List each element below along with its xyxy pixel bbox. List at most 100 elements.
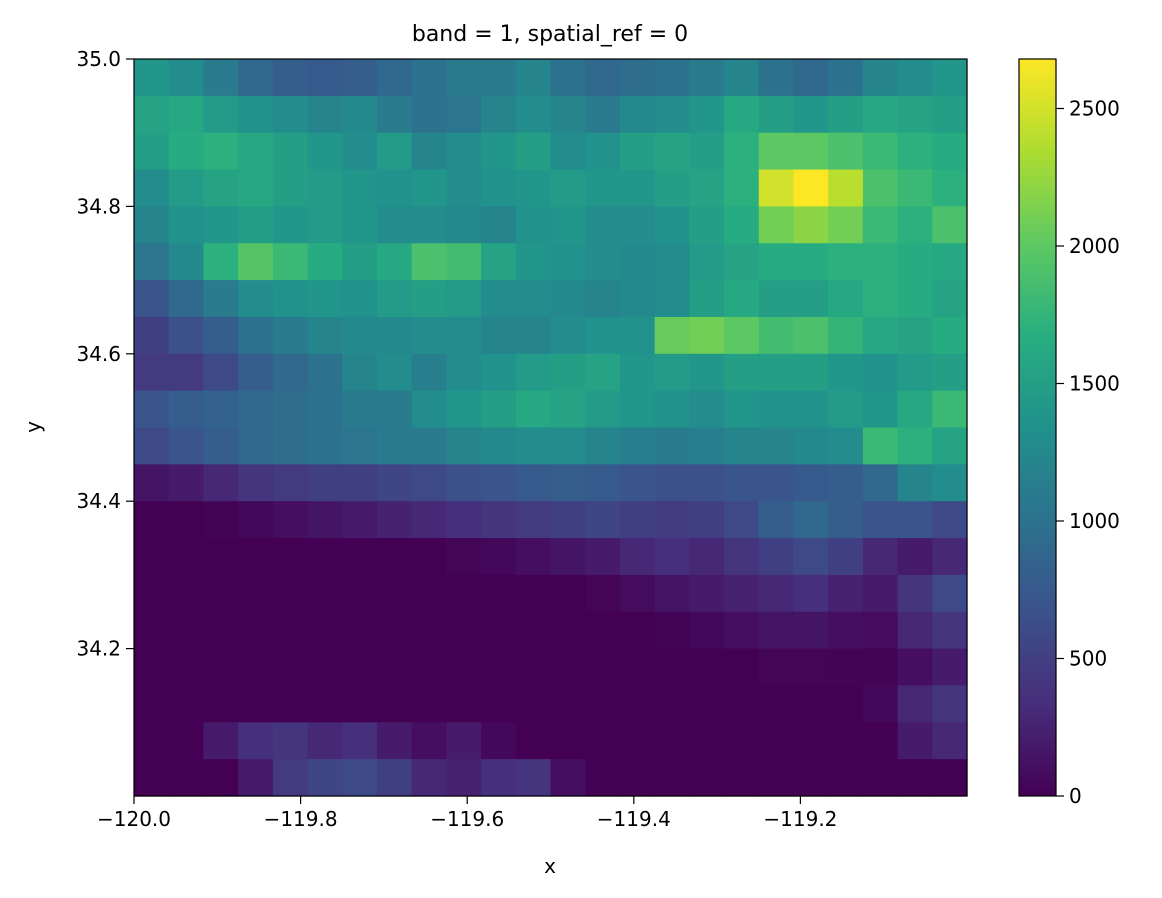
heatmap-cell	[342, 427, 378, 465]
heatmap-cell	[550, 501, 586, 539]
heatmap-cell	[793, 59, 829, 97]
heatmap-cell	[481, 95, 517, 134]
heatmap-cell	[238, 353, 274, 392]
heatmap-cell	[515, 427, 552, 465]
heatmap-cell	[619, 501, 656, 539]
heatmap-cell	[862, 538, 899, 576]
heatmap-cell	[689, 501, 725, 539]
heatmap-cell	[342, 243, 378, 281]
heatmap-cell	[654, 206, 690, 244]
heatmap-cell	[481, 427, 517, 465]
heatmap-cell	[272, 316, 309, 355]
heatmap-cell	[272, 169, 309, 207]
heatmap-cell	[203, 316, 239, 355]
heatmap-cell	[793, 353, 829, 392]
heatmap-cell	[897, 574, 933, 613]
heatmap-cell	[897, 390, 933, 429]
heatmap-cell	[203, 59, 239, 97]
heatmap-cell	[515, 759, 552, 797]
heatmap-cell	[654, 759, 690, 797]
heatmap-cell	[411, 648, 447, 687]
heatmap-cell	[481, 538, 517, 576]
heatmap-cell	[932, 243, 968, 281]
heatmap-cell	[724, 722, 760, 760]
heatmap-cell	[619, 390, 656, 429]
heatmap-cell	[481, 611, 517, 650]
heatmap-cell	[654, 464, 690, 502]
heatmap-cell	[897, 95, 933, 134]
heatmap-cell	[654, 169, 690, 207]
heatmap-cell	[238, 280, 274, 318]
colorbar-tick-label: 0	[1069, 784, 1082, 808]
heatmap-cell	[793, 95, 829, 134]
heatmap-cell	[376, 280, 413, 318]
chart-title: band = 1, spatial_ref = 0	[412, 22, 688, 47]
heatmap-cell	[376, 169, 413, 207]
heatmap-cell	[828, 759, 864, 797]
heatmap-cell	[446, 464, 482, 502]
heatmap-cell	[376, 427, 413, 465]
heatmap-cell	[585, 427, 621, 465]
heatmap-cell	[411, 280, 447, 318]
heatmap-cell	[689, 648, 725, 687]
heatmap-cell	[446, 648, 482, 687]
heatmap-cell	[619, 280, 656, 318]
heatmap-cell	[411, 132, 447, 171]
heatmap-cell	[515, 611, 552, 650]
heatmap-cell	[515, 501, 552, 539]
heatmap-cell	[689, 722, 725, 760]
heatmap-cell	[758, 243, 795, 281]
heatmap-cell	[272, 353, 309, 392]
heatmap-cell	[168, 538, 205, 576]
heatmap-cell	[272, 206, 309, 244]
heatmap-cell	[689, 316, 725, 355]
heatmap-cell	[828, 501, 864, 539]
heatmap-cell	[550, 538, 586, 576]
heatmap-cell	[515, 538, 552, 576]
heatmap-cell	[272, 390, 309, 429]
heatmap-cell	[168, 685, 205, 723]
heatmap-cell	[897, 132, 933, 171]
heatmap-cell	[654, 685, 690, 723]
heatmap-cell	[758, 501, 795, 539]
heatmap-cell	[342, 611, 378, 650]
heatmap-cell	[134, 132, 170, 171]
heatmap-cell	[342, 206, 378, 244]
heatmap-cell	[238, 169, 274, 207]
heatmap-cell	[724, 206, 760, 244]
heatmap-cell	[446, 59, 482, 97]
heatmap-cell	[203, 95, 239, 134]
heatmap-cell	[758, 759, 795, 797]
heatmap-cell	[134, 501, 170, 539]
heatmap-cell	[134, 316, 170, 355]
heatmap-cell	[238, 59, 274, 97]
heatmap-cell	[689, 353, 725, 392]
heatmap-cell	[203, 390, 239, 429]
heatmap-cell	[134, 759, 170, 797]
heatmap-cell	[446, 538, 482, 576]
heatmap-cell	[758, 206, 795, 244]
heatmap-cell	[828, 59, 864, 97]
colorbar-tick-label: 2000	[1069, 234, 1120, 258]
heatmap-cell	[446, 390, 482, 429]
heatmap-cell	[619, 95, 656, 134]
heatmap-cell	[654, 243, 690, 281]
heatmap-cell	[238, 206, 274, 244]
heatmap-cell	[758, 611, 795, 650]
heatmap-cell	[689, 169, 725, 207]
heatmap-cell	[376, 501, 413, 539]
heatmap-cell	[307, 206, 343, 244]
heatmap-cell	[550, 316, 586, 355]
heatmap-cell	[376, 611, 413, 650]
heatmap-cell	[897, 59, 933, 97]
heatmap-cell	[515, 280, 552, 318]
heatmap-cell	[689, 280, 725, 318]
heatmap-cell	[550, 574, 586, 613]
heatmap-cell	[342, 648, 378, 687]
heatmap-cell	[272, 464, 309, 502]
heatmap-cell	[619, 648, 656, 687]
heatmap-cell	[203, 538, 239, 576]
heatmap-cell	[689, 611, 725, 650]
heatmap-cell	[724, 611, 760, 650]
